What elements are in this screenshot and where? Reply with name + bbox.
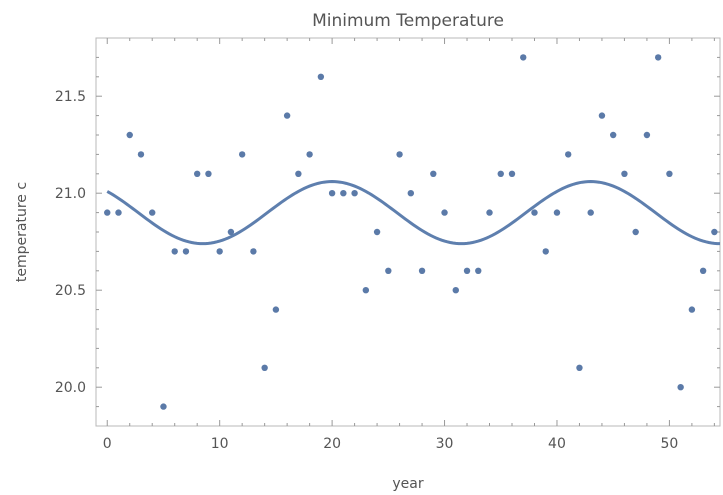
- data-point: [227, 228, 235, 236]
- x-axis-label: year: [392, 476, 423, 492]
- data-point: [418, 267, 426, 274]
- data-point: [587, 209, 594, 216]
- data-point: [272, 306, 280, 313]
- y-tick-label: 20.0: [55, 380, 86, 396]
- data-point: [553, 209, 561, 216]
- x-tick-label: 40: [548, 436, 566, 452]
- data-point: [261, 364, 268, 371]
- x-tick-label: 20: [323, 436, 341, 452]
- data-point: [677, 384, 684, 391]
- y-axis-label: temperature c: [14, 182, 30, 282]
- data-point: [407, 190, 415, 197]
- data-point: [621, 170, 628, 177]
- data-point: [654, 54, 662, 61]
- data-point: [250, 248, 257, 255]
- data-point: [531, 209, 538, 216]
- chart-title: Minimum Temperature: [312, 11, 504, 31]
- x-tick-label: 30: [436, 436, 454, 452]
- data-point: [149, 209, 156, 216]
- data-point: [193, 170, 201, 177]
- data-point: [711, 228, 718, 236]
- y-tick-label: 21.5: [55, 89, 86, 105]
- data-point: [295, 170, 302, 177]
- data-point: [688, 306, 696, 313]
- data-point: [328, 190, 336, 197]
- fit-curve: [106, 180, 721, 246]
- fit-curve-layer: [106, 180, 721, 246]
- data-point: [463, 267, 471, 274]
- data-point: [171, 248, 178, 255]
- data-point: [160, 403, 167, 410]
- data-point: [351, 190, 358, 197]
- data-point: [430, 170, 437, 177]
- data-point: [362, 287, 370, 294]
- axis-ticks: 0 10 20 30 40 50 20.0 20.5 21.0 21.5: [55, 38, 720, 452]
- x-tick-label: 10: [211, 436, 229, 452]
- data-point: [317, 73, 325, 81]
- data-point: [115, 209, 122, 216]
- data-point: [486, 209, 493, 216]
- data-point: [508, 170, 516, 177]
- data-point: [396, 151, 403, 158]
- data-point: [520, 54, 527, 61]
- data-point: [497, 170, 504, 177]
- y-tick-label: 21.0: [55, 186, 86, 202]
- x-tick-label: 50: [660, 436, 678, 452]
- data-point: [452, 287, 459, 294]
- data-point: [643, 131, 651, 139]
- data-point: [340, 190, 347, 197]
- data-point: [385, 267, 392, 274]
- data-point: [441, 209, 448, 216]
- data-point: [666, 170, 673, 177]
- data-point: [126, 131, 133, 139]
- data-point: [632, 228, 639, 236]
- data-point: [238, 151, 246, 158]
- x-tick-label: 0: [103, 436, 112, 452]
- data-point: [565, 151, 572, 158]
- data-point: [104, 209, 111, 216]
- data-point: [699, 267, 707, 274]
- data-point: [576, 364, 583, 371]
- data-point: [598, 112, 606, 119]
- data-point: [373, 228, 381, 236]
- data-point: [306, 151, 313, 158]
- y-tick-label: 20.5: [55, 283, 86, 299]
- data-point: [542, 248, 549, 255]
- plot-frame: [95, 37, 721, 427]
- data-point: [182, 248, 190, 255]
- data-point: [137, 151, 145, 158]
- data-point: [283, 112, 291, 119]
- data-points: [104, 54, 718, 410]
- data-point: [216, 248, 223, 255]
- data-point: [205, 170, 212, 177]
- data-point: [609, 131, 617, 139]
- data-point: [475, 267, 482, 274]
